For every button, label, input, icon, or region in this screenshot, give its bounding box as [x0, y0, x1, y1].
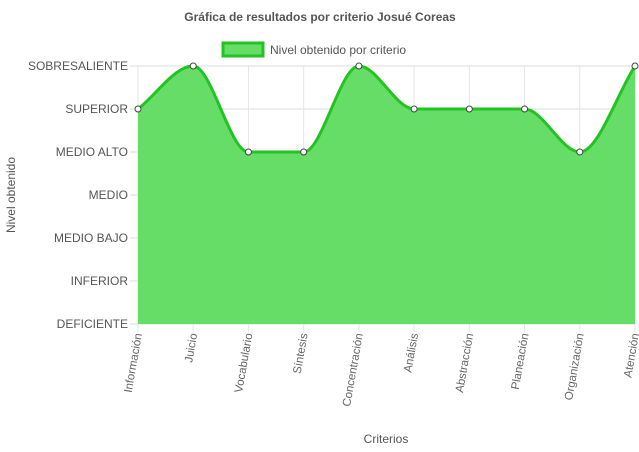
data-point	[244, 148, 252, 156]
y-tick-label: SUPERIOR	[65, 102, 128, 116]
data-point	[134, 105, 142, 113]
x-axis: Información Juicio Vocabulario Síntesis Conc…	[123, 332, 639, 407]
x-tick-label: Síntesis	[292, 332, 311, 375]
y-tick-label: SOBRESALIENTE	[28, 59, 128, 73]
data-point	[355, 62, 363, 70]
area-layer	[134, 62, 639, 324]
x-tick-label: Vocabulario	[233, 332, 255, 393]
y-tick-label: INFERIOR	[71, 274, 129, 288]
x-tick-label: Atención	[622, 332, 639, 378]
y-tick-label: MEDIO ALTO	[56, 145, 128, 159]
y-axis: DEFICIENTE INFERIOR MEDIO BAJO MEDIO MEDIO A…	[28, 59, 128, 331]
data-point	[631, 62, 639, 70]
x-axis-title: Criterios	[364, 432, 409, 446]
y-tick-label: MEDIO BAJO	[54, 231, 128, 245]
data-point	[410, 105, 418, 113]
series-area-fill	[138, 66, 635, 324]
x-tick-label: Análisis	[402, 332, 421, 373]
data-point	[465, 105, 473, 113]
data-point	[300, 148, 308, 156]
legend[interactable]: Nivel obtenido por criterio	[221, 41, 406, 58]
y-tick-label: DEFICIENTE	[57, 317, 128, 331]
series-line	[137, 64, 637, 154]
x-tick-label: Juicio	[183, 332, 200, 363]
x-tick-label: Concentración	[341, 332, 366, 407]
legend-swatch	[221, 41, 265, 58]
y-tick-label: MEDIO	[89, 188, 128, 202]
x-tick-label: Planeación	[510, 332, 532, 390]
data-point	[521, 105, 529, 113]
chart-title: Gráfica de resultados por criterio Josué…	[184, 10, 456, 24]
y-axis-title: Nivel obtenido	[4, 157, 18, 233]
data-point	[576, 148, 584, 156]
x-tick-label: Organización	[563, 332, 587, 401]
data-point	[189, 62, 197, 70]
x-tick-label: Información	[123, 332, 145, 393]
x-tick-label: Abstracción	[454, 332, 476, 393]
legend-label: Nivel obtenido por criterio	[270, 43, 406, 57]
